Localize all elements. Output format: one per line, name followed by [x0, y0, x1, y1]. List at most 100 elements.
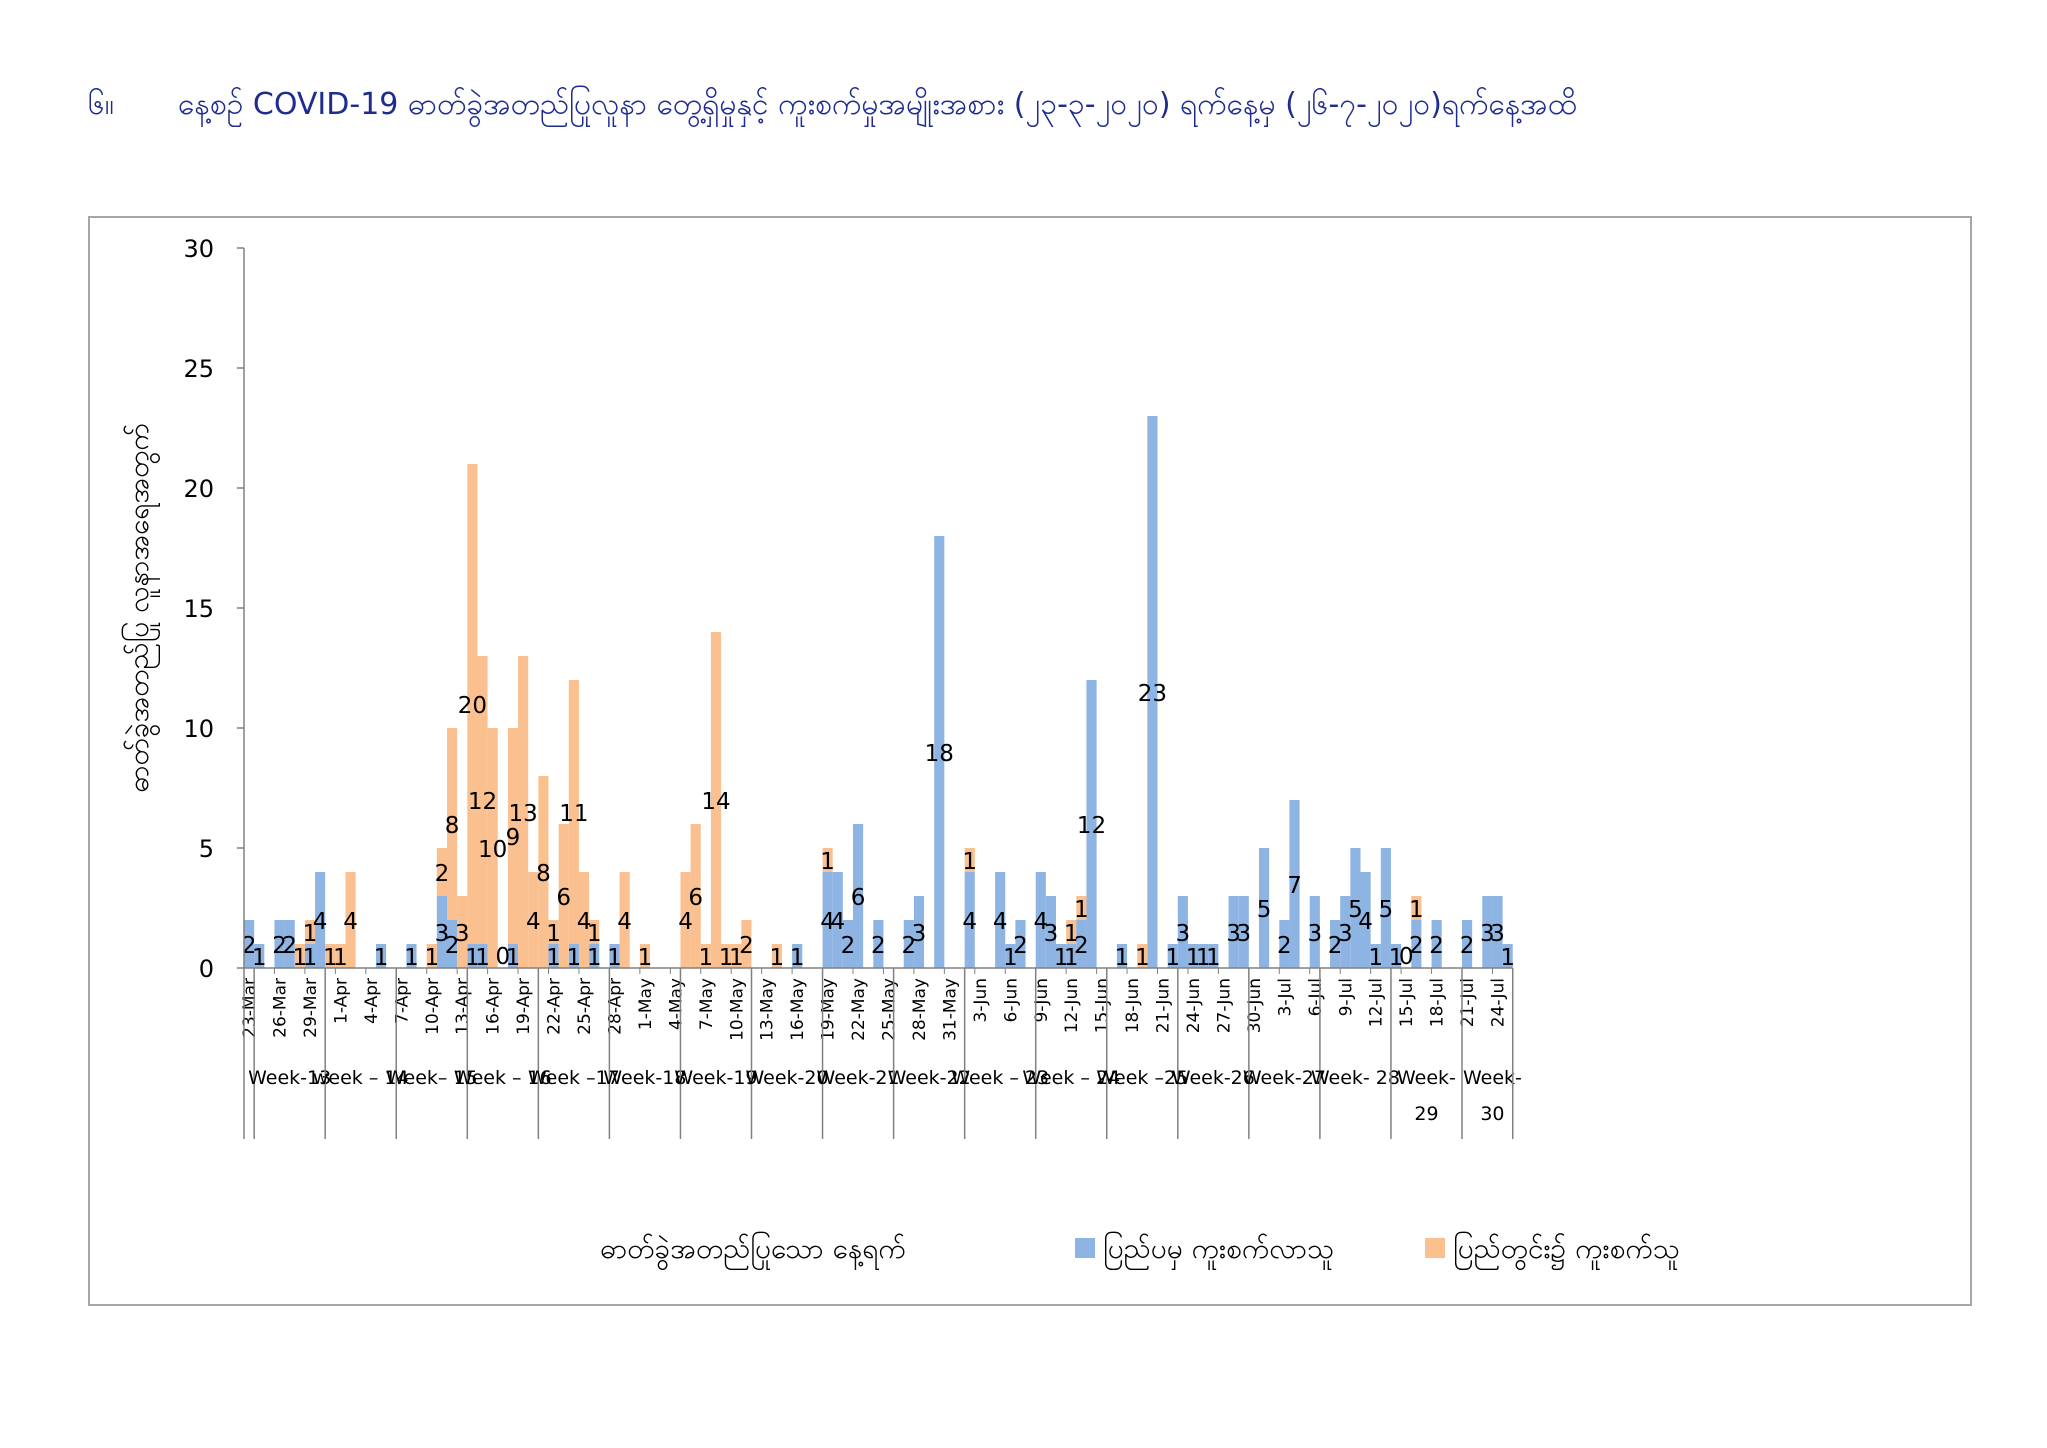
bar-imported	[1431, 920, 1442, 968]
data-label: 6	[851, 885, 866, 911]
week-label: Week –17	[528, 1067, 620, 1089]
data-label: 3	[1044, 921, 1059, 947]
bar-local	[771, 944, 782, 968]
data-label: 2	[1074, 933, 1089, 959]
week-label: 30	[1480, 1103, 1504, 1125]
bar-imported	[1056, 944, 1067, 968]
bar-imported	[1330, 920, 1341, 968]
x-tick-label: 16-May	[788, 978, 808, 1041]
bar-local	[548, 920, 559, 944]
data-label: 14	[701, 789, 730, 815]
data-label: 13	[508, 801, 537, 827]
x-tick-label: 4-May	[666, 978, 686, 1030]
week-label: Week-13	[248, 1067, 331, 1089]
data-label: 4	[526, 909, 541, 935]
bar-local	[447, 728, 458, 920]
x-tick-label: 10-Apr	[423, 978, 443, 1035]
x-tick-label: 12-Jun	[1062, 978, 1082, 1033]
chart-frame: 0 5 10 15 20 25 30 2 1 2 2 1 4 1 1 3 2 1 1 1 1 1 1 1 1 4 4 2 6 2 2 3 18…	[88, 216, 1972, 1306]
x-tick-label: 21-Jul	[1458, 978, 1478, 1027]
x-tick-labels: 23-Mar 26-Mar 29-Mar 1-Apr 4-Apr 7-Apr 10-Apr 1…	[240, 968, 1509, 1041]
bar-local	[457, 896, 468, 968]
x-tick-label: 19-May	[819, 978, 839, 1041]
x-tick-label: 10-May	[727, 978, 747, 1041]
x-tick-label: 24-Jul	[1489, 978, 1509, 1027]
x-tick-label: 21-Jun	[1154, 978, 1174, 1033]
x-tick-label: 22-May	[849, 978, 869, 1041]
data-label: 6	[556, 885, 571, 911]
x-tick-label: 22-Apr	[545, 978, 565, 1035]
bar-imported	[609, 944, 620, 968]
week-label: Week-21	[817, 1067, 900, 1089]
data-label: 1	[465, 945, 480, 971]
data-label: 1	[546, 921, 561, 947]
week-label: Week –25	[1096, 1067, 1188, 1089]
bar-imported	[995, 872, 1006, 968]
week-label: Week-	[1463, 1067, 1522, 1089]
data-label: 1	[1186, 945, 1201, 971]
bar-local	[680, 872, 691, 968]
data-label: 1	[962, 849, 977, 875]
week-label: Week-22	[888, 1067, 971, 1089]
bar-local	[436, 848, 447, 896]
bar-local	[619, 872, 630, 968]
bar-imported	[822, 872, 833, 968]
bar-imported	[315, 872, 326, 968]
x-tick-label: 28-Apr	[605, 978, 625, 1035]
x-tick-label: 6-Jul	[1306, 978, 1326, 1016]
x-tick-label: 28-May	[910, 978, 930, 1041]
data-label: 7	[1287, 873, 1302, 899]
bar-imported	[1309, 896, 1320, 968]
legend-swatch-imported	[1075, 1238, 1095, 1258]
bar-imported	[304, 944, 316, 968]
legend-label-local: ပြည်တွင်း၌ ကူးစက်သူ	[1453, 1230, 1680, 1271]
data-label: 4	[1358, 909, 1373, 935]
bar-imported	[1370, 944, 1381, 968]
data-label: 4	[343, 909, 358, 935]
bar-local	[325, 944, 336, 968]
data-label: 5	[1379, 897, 1394, 923]
data-label: 3	[435, 921, 450, 947]
data-label: 18	[925, 741, 954, 767]
x-tick-label: 31-May	[940, 978, 960, 1041]
bar-imported	[1462, 920, 1473, 968]
bar-local	[304, 920, 316, 944]
bar-local	[538, 776, 549, 968]
x-tick-label: 9-Jun	[1032, 978, 1052, 1022]
data-label: 1	[333, 945, 348, 971]
data-label: 1	[546, 945, 561, 971]
bar-imported	[1045, 896, 1056, 968]
bar-imported	[792, 944, 803, 968]
bar-local	[1066, 920, 1077, 944]
data-label: 0	[1399, 944, 1414, 970]
data-label: 1	[252, 945, 267, 971]
data-label: 2	[841, 933, 856, 959]
data-label: 4	[993, 909, 1008, 935]
data-label: 2	[1429, 933, 1444, 959]
bar-local	[426, 944, 437, 968]
bar-local	[1076, 896, 1087, 920]
bar-local	[335, 944, 346, 968]
bar-local	[1137, 944, 1148, 968]
x-tick-label: 7-May	[697, 978, 717, 1030]
y-tick-label: 0	[199, 955, 214, 983]
x-tick-label: 26-Mar	[271, 978, 291, 1038]
bar-local	[589, 920, 600, 944]
data-label: 3	[455, 921, 470, 947]
bar-imported	[1502, 944, 1513, 968]
bar-local	[700, 944, 711, 968]
bar-imported	[375, 944, 387, 968]
week-label: Week– 15	[386, 1067, 478, 1089]
week-label: Week- 28	[1311, 1067, 1400, 1089]
bar-local	[477, 656, 488, 944]
bar-imported	[1167, 944, 1178, 968]
data-label: 1	[638, 945, 653, 971]
data-label: 2	[282, 933, 297, 959]
x-tick-label: 27-Jun	[1214, 978, 1234, 1033]
bar-imported	[903, 920, 914, 968]
bar-local	[731, 944, 742, 968]
bar-local	[741, 920, 752, 968]
x-tick-label: 1-Apr	[331, 978, 351, 1024]
x-tick-label: 7-Apr	[392, 978, 412, 1024]
data-label: 1	[820, 849, 835, 875]
